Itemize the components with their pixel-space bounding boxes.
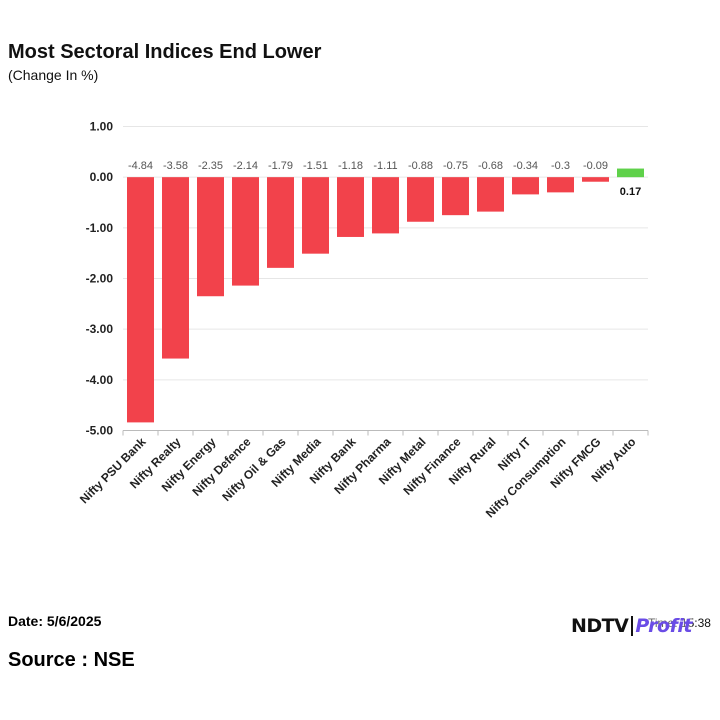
bar	[442, 177, 469, 216]
bar	[477, 177, 504, 212]
data-label: -0.09	[583, 160, 608, 172]
bar	[512, 177, 539, 195]
ndtv-profit-logo: NDTV Profit	[571, 613, 692, 639]
chart-title: Most Sectoral Indices End Lower	[8, 41, 322, 63]
bar	[372, 177, 399, 234]
y-tick-label: -2.00	[86, 272, 114, 286]
y-tick-label: 0.00	[90, 170, 114, 184]
bar	[197, 177, 224, 297]
bar	[302, 177, 329, 254]
bar	[162, 177, 189, 359]
y-tick-label: -1.00	[86, 221, 114, 235]
bar	[547, 177, 574, 193]
chart-subtitle: (Change In %)	[8, 67, 99, 83]
data-label: -2.35	[198, 160, 223, 172]
data-label: -1.79	[268, 160, 293, 172]
y-tick-label: 1.00	[90, 120, 114, 134]
data-label: -0.68	[478, 160, 503, 172]
data-label: -2.14	[233, 160, 258, 172]
bar	[232, 177, 259, 286]
data-label: -4.84	[128, 160, 153, 172]
data-label: -0.34	[513, 160, 538, 172]
bar	[617, 168, 644, 178]
logo-divider	[631, 616, 634, 636]
logo-profit-text: Profit	[635, 615, 692, 637]
bar	[127, 177, 154, 423]
data-label: -0.88	[408, 160, 433, 172]
y-tick-label: -4.00	[86, 373, 114, 387]
y-tick-label: -5.00	[86, 424, 114, 438]
footer-source: Source : NSE	[8, 649, 135, 671]
logo-ndtv-text: NDTV	[571, 615, 629, 637]
data-label: -3.58	[163, 160, 188, 172]
bar-chart: 1.000.00-1.00-2.00-3.00-4.00-5.00-4.84Ni…	[77, 120, 649, 521]
data-label: -1.11	[373, 160, 397, 172]
bar	[267, 177, 294, 268]
data-label: -0.75	[443, 160, 468, 172]
footer-date: Date: 5/6/2025	[8, 613, 102, 629]
footer-time: Time: 15:38	[648, 616, 711, 630]
data-label: -1.18	[338, 160, 363, 172]
bar	[407, 177, 434, 222]
data-label: 0.17	[620, 186, 641, 198]
y-tick-label: -3.00	[86, 322, 114, 336]
data-label: -1.51	[303, 160, 328, 172]
data-label: -0.3	[551, 160, 570, 172]
bar	[337, 177, 364, 237]
bar	[582, 177, 609, 182]
